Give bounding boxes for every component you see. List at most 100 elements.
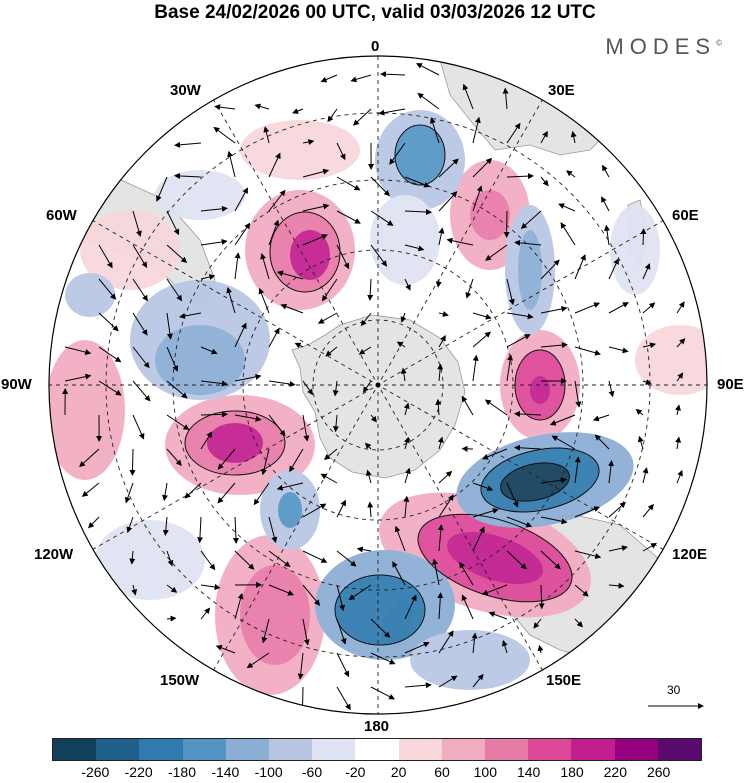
wind-arrow <box>642 263 651 280</box>
wind-arrow <box>234 322 247 348</box>
wind-arrow <box>540 176 549 187</box>
negative-anomaly <box>610 205 660 295</box>
negative-anomaly <box>65 273 115 317</box>
colorbar-swatch <box>571 739 615 760</box>
negative-anomaly <box>335 575 425 645</box>
wind-arrow <box>400 312 407 323</box>
wind-arrow <box>608 258 619 280</box>
colorbar-swatch <box>441 739 486 760</box>
wind-arrow <box>196 516 203 544</box>
wind-arrow <box>200 346 218 355</box>
wind-arrow <box>268 516 278 544</box>
wind-vectors <box>62 63 686 714</box>
wind-arrow <box>472 482 494 492</box>
wind-arrow <box>635 408 644 416</box>
south-pole-marker <box>375 382 381 388</box>
wind-arrow <box>336 499 346 518</box>
colorbar-swatch <box>398 739 442 760</box>
wind-arrow <box>404 278 411 291</box>
wind-arrow <box>604 224 610 246</box>
wind-arrow <box>268 584 295 596</box>
wind-arrow <box>461 395 474 416</box>
wind-arrow <box>592 414 610 422</box>
lon-label-90w: 90W <box>1 376 32 393</box>
colorbar <box>52 738 702 761</box>
wind-arrow <box>551 435 576 450</box>
wind-arrow <box>438 630 454 654</box>
wind-arrow <box>261 448 270 476</box>
anomaly-shading <box>49 110 707 695</box>
wind-arrow <box>429 117 440 144</box>
wind-arrow <box>234 222 251 246</box>
map-disc <box>49 56 707 714</box>
wind-arrow <box>166 346 179 372</box>
wind-arrow <box>132 244 148 269</box>
wind-arrow <box>602 164 610 178</box>
colorbar-swatch <box>657 739 702 760</box>
wind-arrow <box>540 342 568 349</box>
wind-arrow <box>608 302 629 314</box>
wind-arrow <box>332 414 339 433</box>
wind-arrow <box>246 652 270 669</box>
lon-label-0: 0 <box>371 38 380 55</box>
wind-arrow <box>132 346 150 369</box>
wind-arrow <box>325 346 338 357</box>
wind-arrow <box>472 157 493 178</box>
wind-arrow <box>200 238 228 246</box>
wind-arrow <box>370 176 390 197</box>
wind-arrow <box>258 287 270 314</box>
colorbar-tick-label: -100 <box>254 764 283 780</box>
wind-arrow <box>574 506 601 518</box>
wind-arrow <box>462 83 474 110</box>
lon-label-150e: 150E <box>546 672 582 689</box>
wind-arrow <box>481 448 508 460</box>
lon-label-150w: 150W <box>160 672 200 689</box>
colorbar-ticks: -260 -220 -180 -140 -100 -60 -20 20 60 100 140 180 2… <box>0 764 750 782</box>
wind-arrow <box>608 346 629 354</box>
wind-arrow <box>302 503 327 518</box>
wind-arrow <box>642 467 649 484</box>
wind-arrow <box>327 108 338 123</box>
wind-arrow <box>156 176 168 202</box>
wind-arrow <box>404 594 417 620</box>
lon-label-180: 180 <box>364 718 390 735</box>
wind-arrow <box>302 234 328 246</box>
negative-anomaly <box>278 492 302 528</box>
wind-arrow <box>403 495 410 518</box>
negative-anomaly <box>95 520 205 600</box>
wind-arrow <box>370 210 394 226</box>
wind-arrow <box>166 210 180 236</box>
wind-arrow <box>438 675 458 688</box>
wind-arrow <box>514 410 542 417</box>
positive-anomaly <box>240 565 310 665</box>
negative-anomaly <box>500 462 570 502</box>
wind-arrow <box>132 278 148 302</box>
wind-arrow <box>350 74 372 83</box>
wind-arrow <box>336 550 357 567</box>
colorbar-tick-label: 140 <box>516 764 541 780</box>
wind-arrow <box>481 584 508 596</box>
wind-arrow <box>642 503 654 518</box>
wind-arrow <box>226 287 236 314</box>
wind-arrow <box>506 354 514 382</box>
wind-arrow <box>540 259 560 280</box>
wind-arrow <box>472 526 485 552</box>
wind-arrow <box>64 346 92 355</box>
wind-arrow <box>435 398 442 416</box>
colorbar-swatch <box>182 739 226 760</box>
wind-arrow <box>302 203 330 212</box>
positive-anomaly <box>446 531 544 585</box>
wind-arrow <box>472 354 479 382</box>
wind-arrow <box>676 372 684 382</box>
wind-arrow <box>459 561 474 586</box>
wind-arrow <box>280 303 304 314</box>
reference-vector-label: 30 <box>667 683 681 697</box>
wind-arrow <box>200 431 213 450</box>
colorbar-tick-label: -140 <box>211 764 240 780</box>
colorbar-tick-label: 20 <box>390 764 407 780</box>
brand-name: MODES <box>605 34 717 59</box>
wind-arrow <box>234 592 244 620</box>
wind-arrow <box>380 71 406 78</box>
wind-arrow <box>98 278 117 300</box>
wind-arrow <box>435 278 442 288</box>
